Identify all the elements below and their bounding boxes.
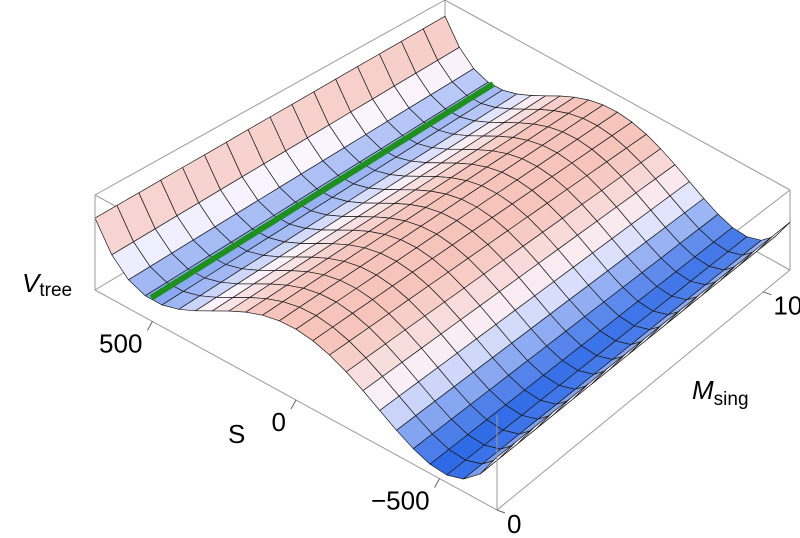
y-axis-label: Msing (692, 375, 749, 410)
box-edge (496, 269, 791, 511)
y-tick-label: 10⁶ (773, 291, 800, 321)
y-label-main: M (692, 375, 714, 405)
z-label-main: V (22, 268, 42, 298)
surface (94, 15, 791, 480)
surface-patch (479, 442, 516, 475)
z-label-sub: tree (39, 280, 72, 301)
y-tick-label: 0 (507, 509, 521, 538)
y-tick (496, 509, 506, 514)
ticks: −500 0 500 0 10⁶ (99, 291, 800, 538)
x-tick (146, 321, 153, 331)
x-tick-label: 500 (99, 328, 142, 358)
y-tick (763, 291, 772, 296)
x-tick (290, 399, 297, 410)
x-tick (434, 478, 441, 488)
z-axis-label: Vtree (22, 268, 72, 301)
box-edge (94, 0, 446, 196)
y-label-sub: sing (714, 389, 749, 410)
x-axis-label: S (228, 419, 245, 449)
x-tick-label: −500 (371, 485, 430, 515)
trough-line (149, 81, 495, 301)
x-tick-label: 0 (272, 407, 286, 437)
box-edge (444, 0, 791, 191)
